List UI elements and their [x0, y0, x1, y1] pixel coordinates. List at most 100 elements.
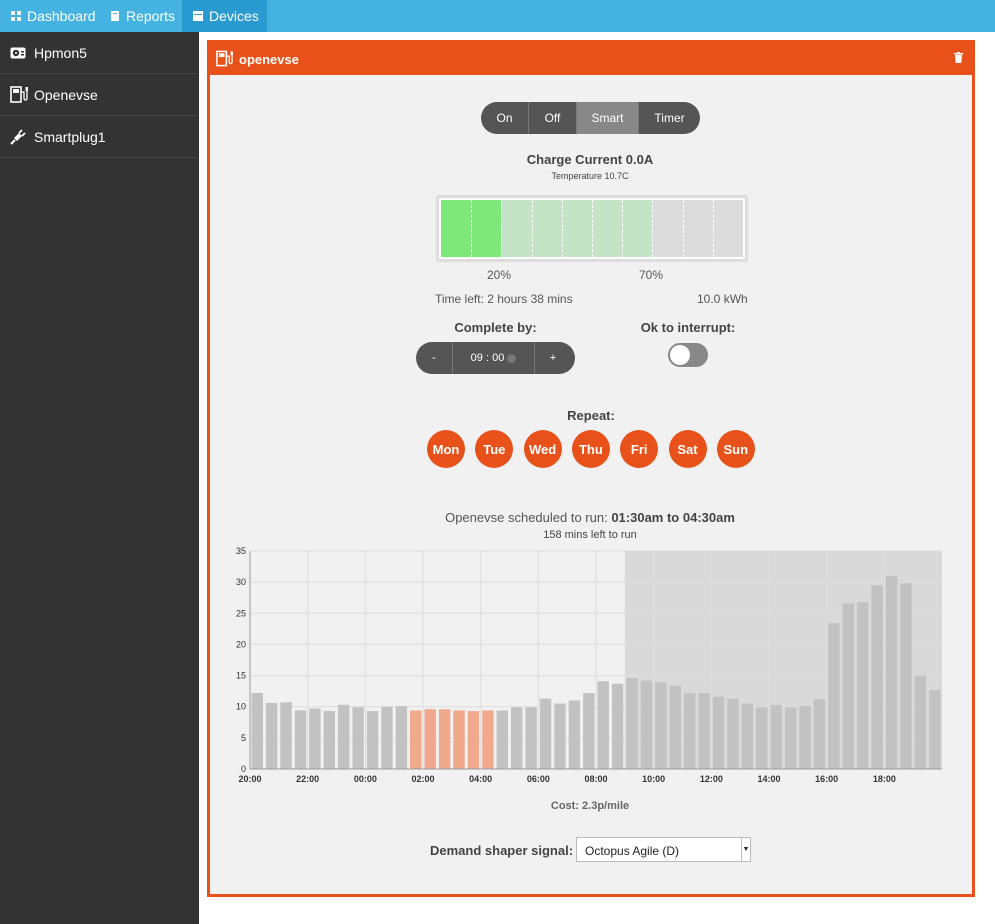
sidebar-item-openevse[interactable]: Openevse [0, 74, 199, 116]
price-bar [395, 706, 408, 769]
time-left: Time left: 2 hours 38 mins [435, 292, 573, 306]
shaper-selected-value: Octopus Agile (D) [585, 844, 680, 858]
price-bar [626, 678, 638, 769]
tab-dashboard[interactable]: Dashboard [0, 0, 99, 32]
heatpump-icon [10, 47, 26, 59]
sidebar-item-smartplug1[interactable]: Smartplug1 [0, 116, 199, 158]
y-tick-label: 15 [236, 671, 246, 681]
complete-by-label: Complete by: [454, 320, 537, 335]
scheduled-price-bar [453, 710, 465, 769]
energy-kwh: 10.0 kWh [697, 292, 748, 306]
plug-icon [10, 129, 26, 145]
x-tick-label: 20:00 [238, 774, 261, 784]
tab-reports[interactable]: Reports [99, 0, 182, 32]
shaper-select[interactable]: Octopus Agile (D) ▼ [576, 837, 751, 862]
price-bar [366, 711, 379, 769]
day-fri-button[interactable]: Fri [620, 430, 659, 468]
mode-off-button[interactable]: Off [529, 102, 577, 134]
devices-icon [193, 11, 203, 21]
x-tick-label: 00:00 [354, 774, 377, 784]
sidebar-item-label: Hpmon5 [34, 44, 87, 61]
battery-current-label: 20% [487, 268, 512, 282]
scheduled-price-bar [424, 709, 436, 769]
complete-by-time[interactable]: 09 : 00 [452, 342, 535, 374]
tab-reports-label: Reports [126, 8, 176, 24]
x-tick-label: 12:00 [700, 774, 723, 784]
complete-by-stepper: - 09 : 00 + [416, 342, 575, 374]
scheduled-price-bar [410, 710, 422, 769]
price-bar [338, 704, 350, 769]
day-sun-button[interactable]: Sun [716, 430, 755, 468]
battery-segment-divider [592, 200, 593, 257]
battery-segment-divider [682, 200, 684, 257]
time-minus-button[interactable]: - [432, 352, 436, 364]
x-tick-label: 10:00 [642, 774, 665, 784]
top-nav: Dashboard Reports Devices [0, 0, 995, 32]
price-bar [929, 689, 941, 769]
price-bar [640, 680, 653, 769]
price-bar [756, 707, 768, 769]
price-bar [280, 702, 292, 769]
price-bar [784, 707, 797, 769]
mode-selector: On Off Smart Timer [481, 102, 700, 134]
charge-current: Charge Current 0.0A [526, 152, 654, 167]
x-tick-label: 16:00 [815, 774, 838, 784]
day-mon-button[interactable]: Mon [427, 430, 465, 468]
price-chart: 0 5 10 15 20 25 30 35 20:00 22:00 00:00 02:00 04:00 0… [236, 546, 942, 784]
battery-segment-divider [622, 200, 624, 257]
mode-timer-button[interactable]: Timer [654, 111, 685, 125]
temperature: Temperature 10.7C [551, 171, 629, 181]
reports-icon [111, 11, 119, 21]
x-tick-label: 18:00 [873, 774, 896, 784]
day-thu-button[interactable]: Thu [571, 430, 610, 468]
y-tick-label: 5 [241, 733, 246, 743]
battery-target-label: 70% [639, 268, 664, 282]
price-bar [871, 585, 883, 769]
x-tick-label: 04:00 [469, 774, 492, 784]
price-bar [539, 698, 552, 769]
battery-inner [441, 200, 743, 257]
schedule-text: Openevse scheduled to run: 01:30am to 04… [340, 510, 840, 525]
y-tick-label: 30 [236, 577, 246, 587]
price-bar [770, 704, 782, 769]
price-bar [828, 623, 840, 769]
clock-icon [507, 353, 517, 363]
price-bar [813, 699, 826, 769]
day-tue-button[interactable]: Tue [475, 430, 514, 468]
price-bar [900, 583, 912, 769]
mode-on-button[interactable]: On [481, 102, 529, 134]
mode-smart-button[interactable]: Smart [577, 102, 639, 134]
price-bar [323, 711, 335, 769]
cost: Cost: 2.3p/mile [550, 800, 630, 812]
price-bar [294, 710, 307, 769]
scheduled-price-bar [467, 711, 480, 769]
dashboard-icon [11, 11, 21, 21]
complete-by-time-value: 09 : 00 [470, 352, 505, 364]
toggle-knob [670, 345, 690, 365]
device-panel: openevse On Off Smart Timer Charge Curre… [207, 40, 975, 897]
ev-charger-icon [10, 86, 28, 103]
sidebar-item-hpmon5[interactable]: Hpmon5 [0, 32, 199, 74]
price-bar [597, 681, 609, 769]
price-bar [251, 693, 263, 769]
repeat-label: Repeat: [567, 408, 615, 423]
price-bar [655, 682, 667, 769]
shaper-label: Demand shaper signal: [430, 843, 574, 858]
battery-gauge[interactable] [436, 195, 748, 262]
y-tick-label: 10 [236, 702, 246, 712]
x-tick-label: 14:00 [757, 774, 780, 784]
device-panel-header: openevse [210, 43, 972, 75]
day-sat-button[interactable]: Sat [668, 430, 707, 468]
price-bar [496, 710, 508, 769]
x-tick-label: 02:00 [411, 774, 434, 784]
trash-icon[interactable] [954, 52, 963, 63]
price-bar [669, 685, 681, 769]
interrupt-toggle[interactable] [668, 343, 708, 367]
price-bar [611, 683, 624, 769]
battery-segment-divider [561, 200, 563, 257]
price-bar [727, 698, 739, 769]
day-wed-button[interactable]: Wed [523, 430, 562, 468]
time-plus-button[interactable]: + [549, 352, 557, 364]
price-bar [842, 603, 854, 769]
tab-devices[interactable]: Devices [182, 0, 267, 32]
